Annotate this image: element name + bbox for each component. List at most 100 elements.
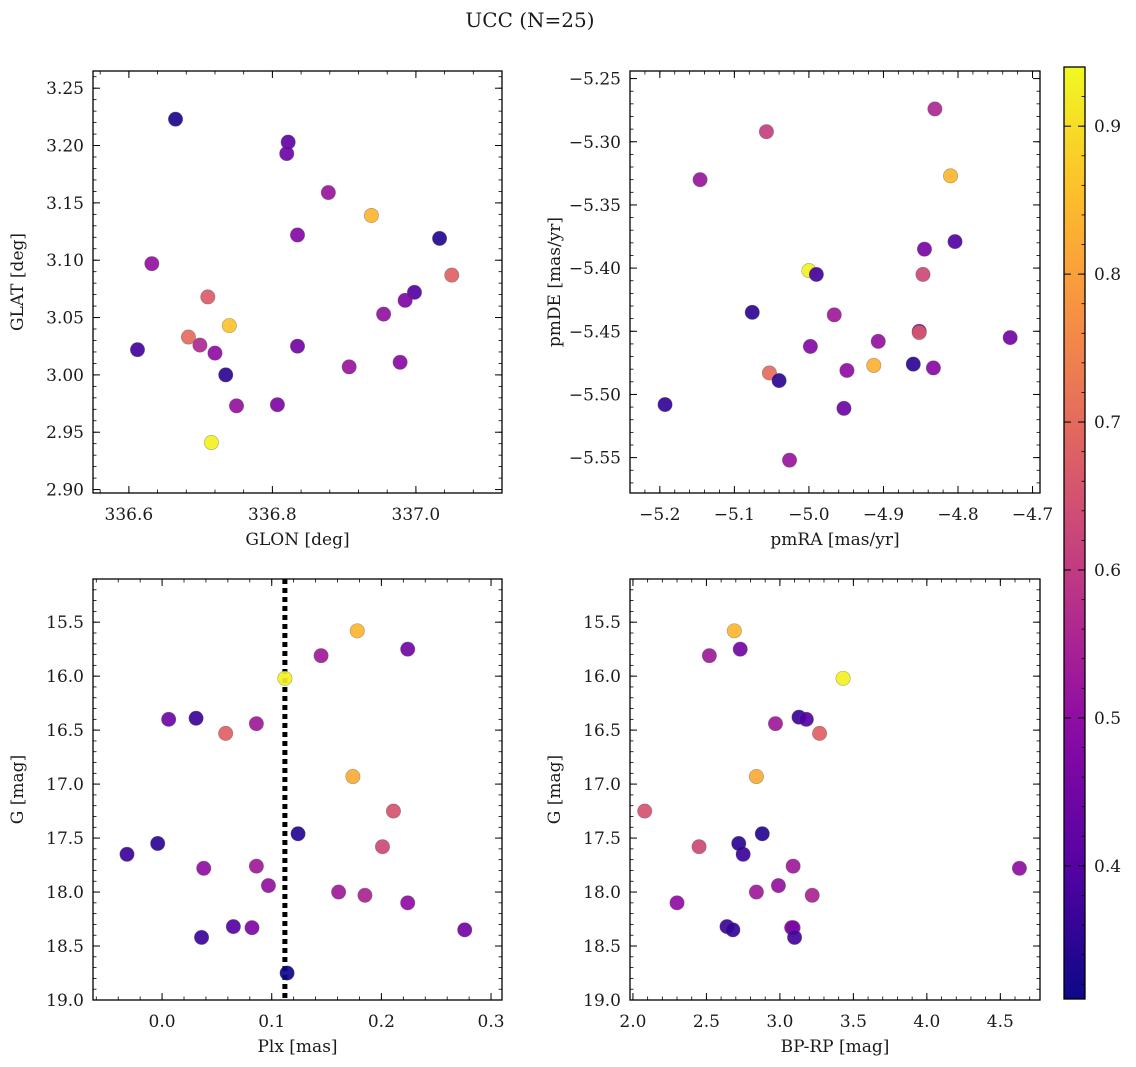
axes-frame: [629, 70, 1041, 494]
data-point: [748, 884, 764, 900]
data-point: [400, 641, 416, 657]
x-tick-label: −5.1: [714, 505, 755, 525]
y-tick-label: 18.5: [46, 937, 84, 957]
y-tick-label: −5.35: [569, 196, 621, 216]
data-point: [905, 356, 921, 372]
data-point: [277, 670, 293, 686]
x-axis-label: GLON [deg]: [245, 530, 349, 550]
x-tick-label: 0.0: [149, 1012, 176, 1032]
colorbar-tick-label: 0.9: [1094, 117, 1121, 137]
data-point: [363, 207, 379, 223]
y-tick-label: 15.5: [46, 613, 84, 633]
subplot-4: 2.0 2.5 3.0 3.5 4.0 4.5 15.5 16.0 16.5 17.0 17.5 18…: [545, 578, 1041, 1057]
y-tick-label: 3.10: [46, 251, 84, 271]
data-point: [196, 860, 212, 876]
y-tick-label: 17.5: [583, 829, 621, 849]
data-point: [826, 307, 842, 323]
data-point: [331, 884, 347, 900]
x-tick-label: 336.6: [105, 505, 154, 525]
data-point: [785, 858, 801, 874]
data-point: [229, 398, 245, 414]
y-tick-label: −5.45: [569, 322, 621, 342]
x-axis-label: BP-RP [mag]: [781, 1037, 890, 1057]
y-tick-label: 2.90: [46, 481, 84, 501]
y-tick-label: 18.0: [46, 883, 84, 903]
axes-frame: [629, 578, 1041, 1001]
data-point: [444, 267, 460, 283]
y-tick-label: −5.40: [569, 259, 621, 279]
colorbar-tick-label: 0.7: [1094, 413, 1121, 433]
data-point: [802, 338, 818, 354]
data-point: [397, 292, 413, 308]
data-point: [168, 111, 184, 127]
data-point: [744, 304, 760, 320]
x-axis-label: pmRA [mas/yr]: [770, 530, 899, 550]
data-point: [161, 711, 177, 727]
x-tick-label: −4.9: [863, 505, 904, 525]
data-point: [911, 325, 927, 341]
data-point: [839, 362, 855, 378]
y-tick-label: 2.95: [46, 423, 84, 443]
x-tick-label: −5.2: [639, 505, 680, 525]
x-tick-label: 2.0: [619, 1012, 646, 1032]
data-point: [289, 338, 305, 354]
scatter-points: [129, 111, 460, 451]
data-point: [341, 359, 357, 375]
y-tick-label: 17.0: [583, 775, 621, 795]
data-point: [947, 234, 963, 250]
data-point: [835, 670, 851, 686]
data-point: [289, 227, 305, 243]
subplot-1: 336.6 336.8 337.0 2.90 2.95 3.00 3.05 3.10 3.15 3…: [8, 70, 503, 550]
data-point: [392, 354, 408, 370]
colorbar-tick-label: 0.6: [1094, 561, 1121, 581]
y-tick-label: 17.5: [46, 829, 84, 849]
data-point: [345, 769, 361, 785]
y-tick-label: 3.15: [46, 194, 84, 214]
data-point: [248, 716, 264, 732]
y-tick-label: −5.30: [569, 133, 621, 153]
y-tick-label: 16.0: [46, 667, 84, 687]
data-point: [787, 929, 803, 945]
data-point: [218, 367, 234, 383]
data-point: [637, 803, 653, 819]
data-point: [1002, 330, 1018, 346]
data-point: [218, 725, 234, 741]
y-tick-label: 18.5: [583, 937, 621, 957]
data-point: [915, 266, 931, 282]
axes-frame: [92, 578, 503, 1001]
data-point: [771, 373, 787, 389]
y-tick-label: 3.25: [46, 79, 84, 99]
data-point: [320, 185, 336, 201]
data-point: [248, 858, 264, 874]
data-point: [194, 929, 210, 945]
axes-frame: [92, 70, 503, 494]
data-point: [225, 919, 241, 935]
data-point: [207, 345, 223, 361]
data-point: [400, 895, 416, 911]
y-tick-label: −5.25: [569, 70, 621, 90]
data-point: [808, 266, 824, 282]
x-tick-label: 4.5: [987, 1012, 1014, 1032]
data-point: [943, 168, 959, 184]
y-tick-label: −5.55: [569, 449, 621, 469]
data-point: [812, 725, 828, 741]
data-point: [203, 435, 219, 451]
data-point: [748, 769, 764, 785]
data-point: [119, 846, 135, 862]
data-point: [432, 230, 448, 246]
y-tick-label: 18.0: [583, 883, 621, 903]
data-point: [927, 101, 943, 117]
x-tick-label: 3.5: [840, 1012, 867, 1032]
colorbar-tick-label: 0.5: [1094, 709, 1121, 729]
y-tick-label: 16.0: [583, 667, 621, 687]
x-tick-label: 0.1: [258, 1012, 285, 1032]
data-point: [313, 648, 329, 664]
data-point: [244, 920, 260, 936]
data-point: [269, 397, 285, 413]
y-tick-label: 16.5: [583, 721, 621, 741]
data-point: [260, 878, 276, 894]
data-point: [374, 839, 390, 855]
y-tick-label: 17.0: [46, 775, 84, 795]
y-tick-label: −5.50: [569, 385, 621, 405]
data-point: [150, 835, 166, 851]
